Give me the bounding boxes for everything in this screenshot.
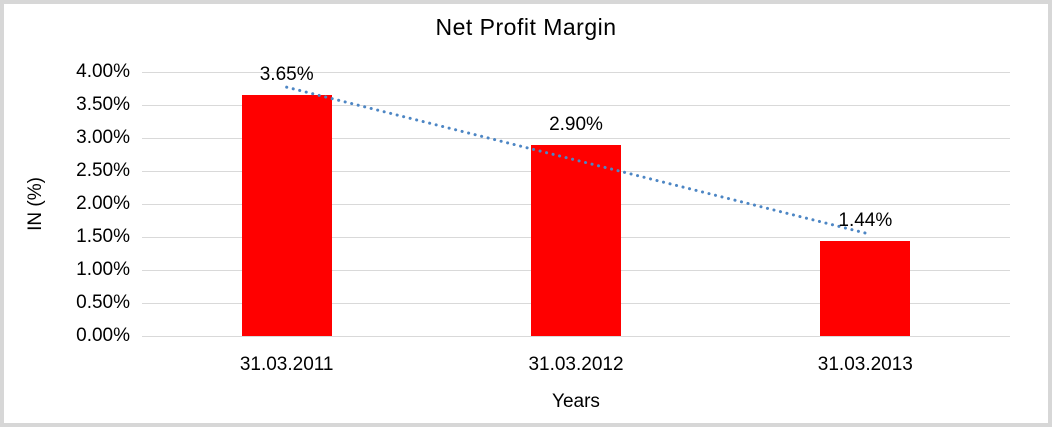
data-label: 3.65%	[259, 64, 314, 86]
y-tick-label: 3.50%	[76, 94, 130, 115]
data-label: 2.90%	[549, 113, 603, 135]
y-tick-label: 1.00%	[76, 259, 130, 280]
y-tick-label: 4.00%	[76, 61, 130, 82]
data-label: 1.44%	[838, 209, 893, 231]
x-tick-label: 31.03.2013	[817, 354, 913, 375]
y-tick-label: 3.00%	[76, 127, 130, 148]
gridline	[142, 335, 1010, 337]
y-tick-label: 2.50%	[76, 160, 130, 181]
x-tick-label: 31.03.2012	[528, 354, 624, 375]
gridline	[142, 71, 1010, 73]
chart-title: Net Profit Margin	[435, 14, 617, 40]
y-tick-label: 0.00%	[76, 325, 130, 346]
bar-31.03.2011	[241, 95, 332, 336]
x-tick-label: 31.03.2011	[239, 354, 334, 375]
y-tick-label: 2.00%	[76, 193, 130, 214]
y-tick-label: 0.50%	[76, 292, 130, 313]
y-tick-label: 1.50%	[76, 226, 130, 247]
bar-31.03.2013	[820, 240, 911, 336]
x-axis-title: Years	[552, 391, 600, 412]
bar-31.03.2012	[531, 144, 621, 336]
